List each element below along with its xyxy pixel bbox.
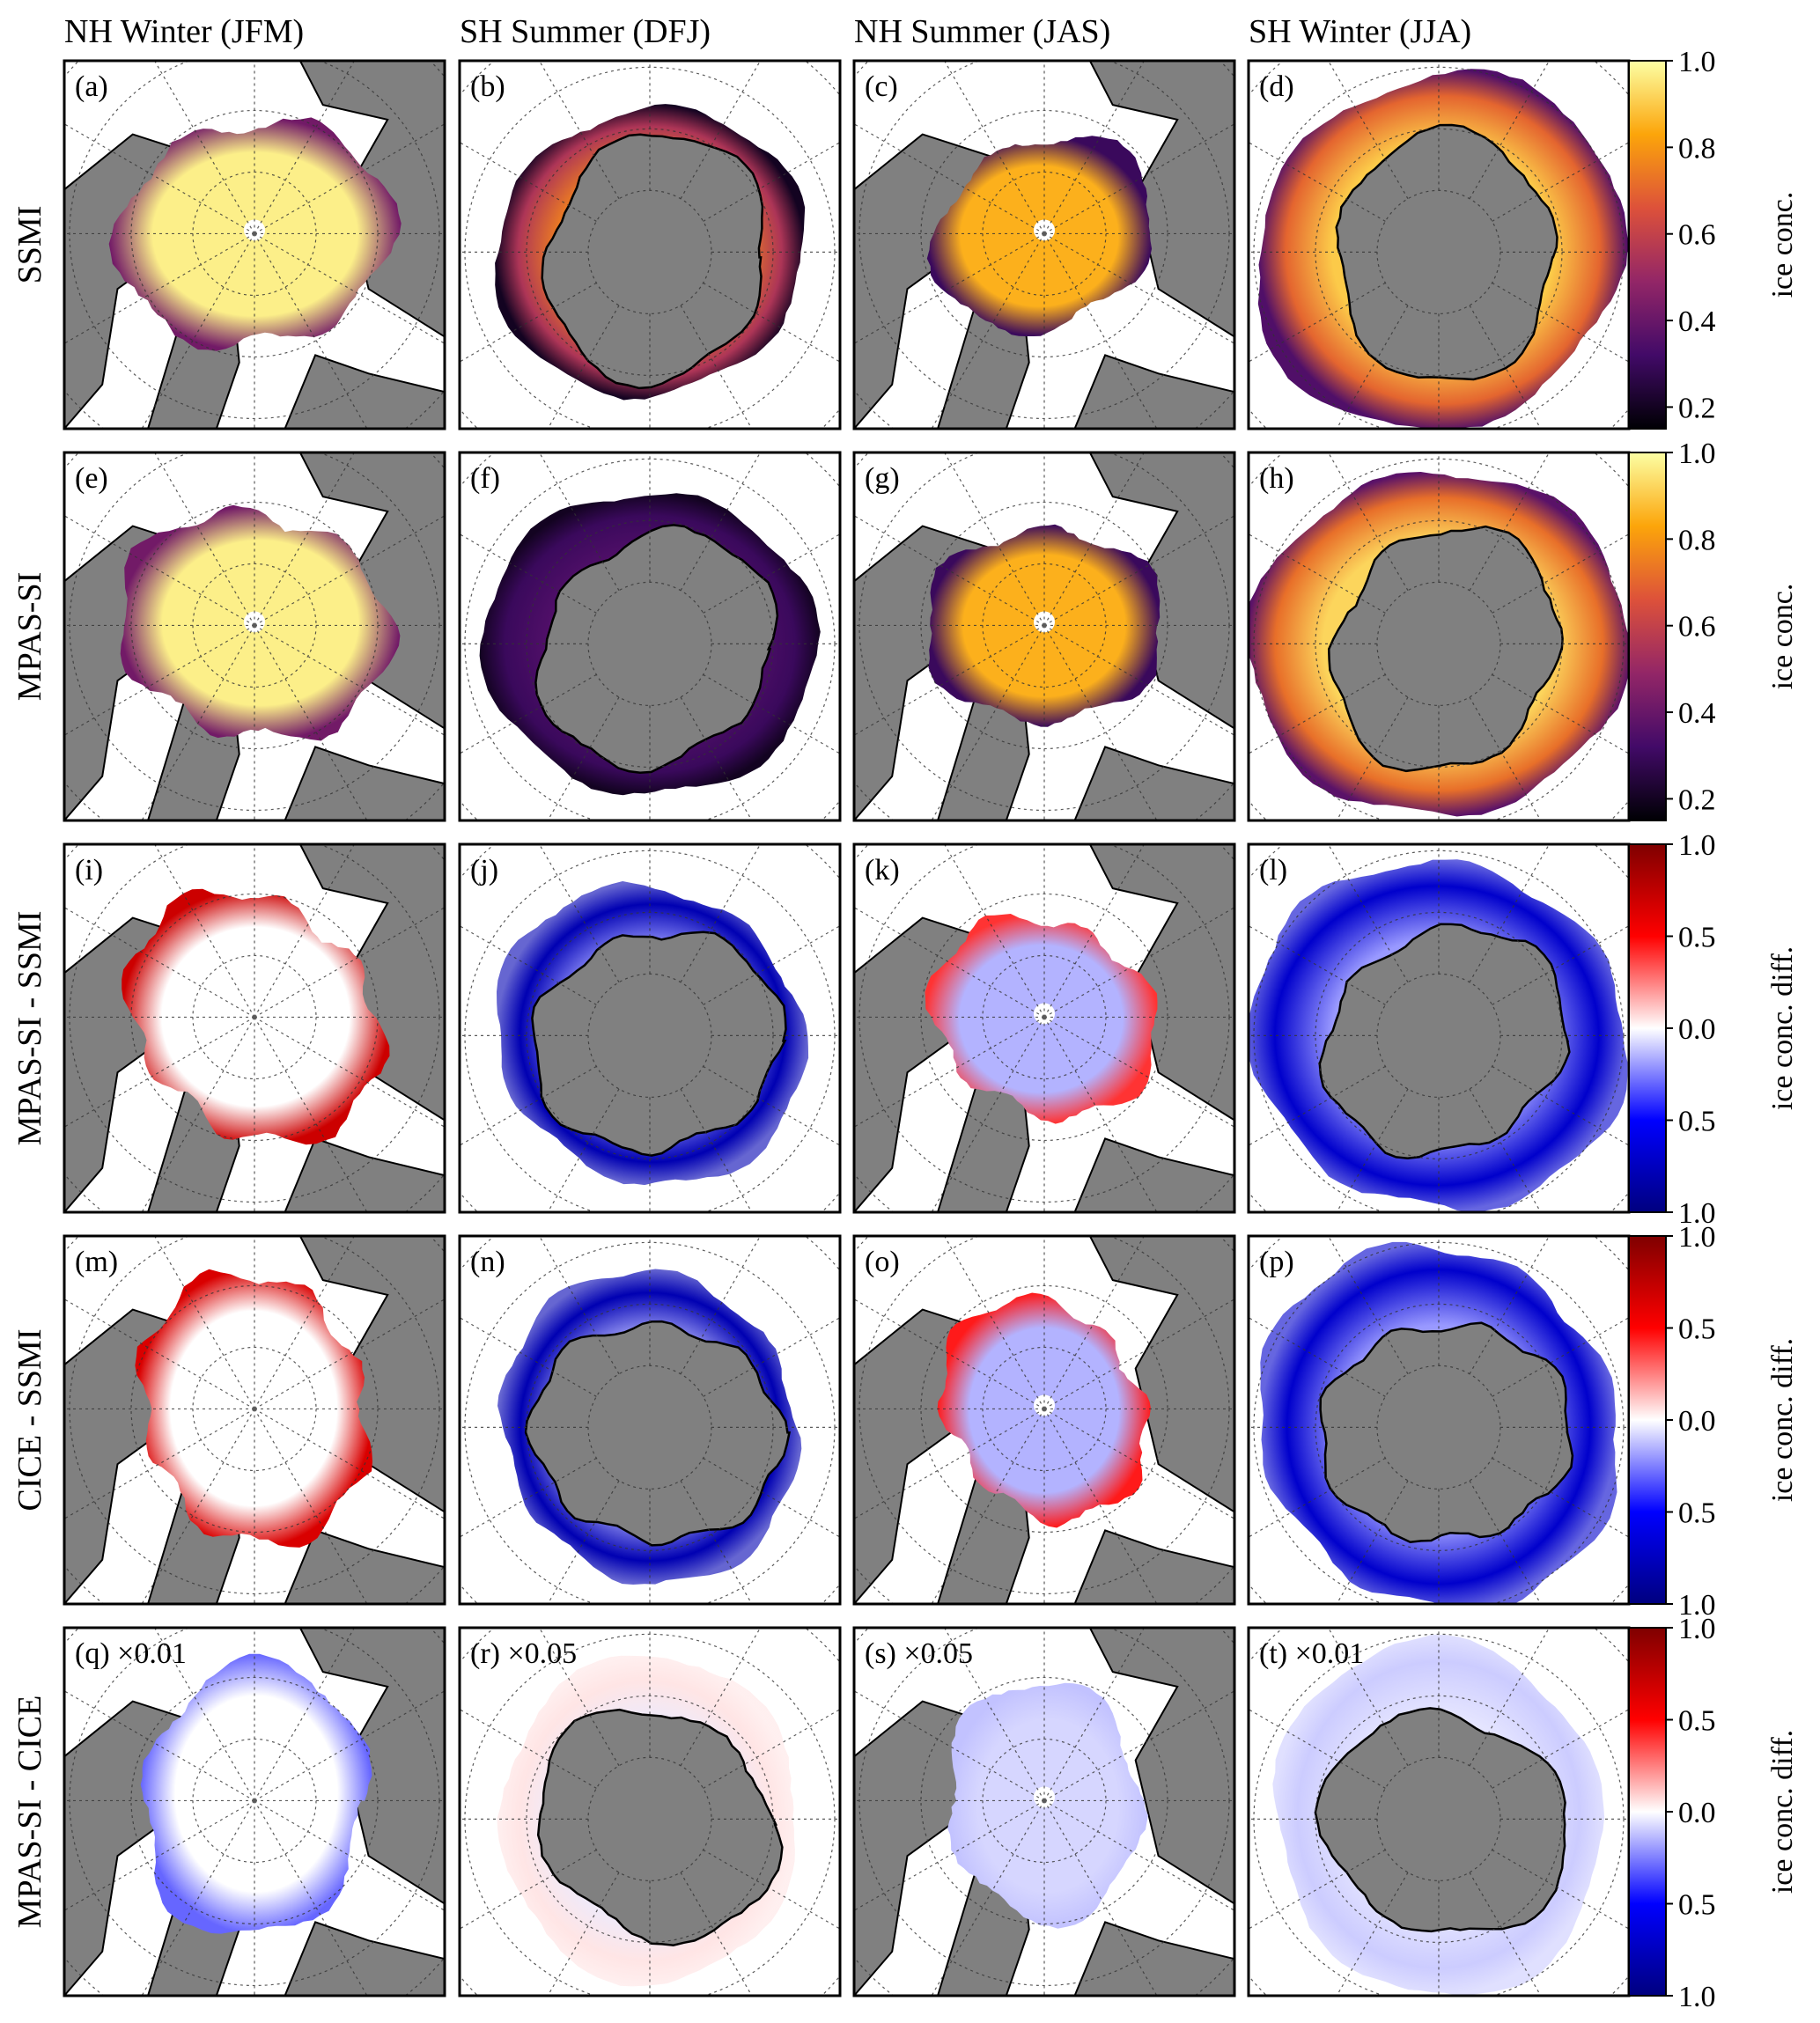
colorbar-tick-label: 0.8 [1678,132,1716,165]
row-label-5: MPAS-SI - CICE [11,1696,48,1929]
colorbar-tick-label: 0.8 [1678,524,1716,556]
map-panel: (t) ×0.01 [1247,1626,1631,1997]
colorbar-tick-label: 0.0 [1678,1797,1716,1829]
colorbar-tick-label: 0.0 [1678,1405,1716,1438]
panel-label: (c) [865,70,898,103]
map-panel: (h) [1247,451,1631,822]
column-titles: NH Winter (JFM) SH Summer (DFJ) NH Summer … [64,13,1471,50]
map-panel: (n) [458,1234,842,1606]
row-label-1: SSMI [11,206,48,284]
colorbar-label: ice conc. diff. [1766,946,1799,1110]
panel-label: (i) [75,854,103,886]
panel-label: (k) [865,854,900,886]
colorbar-label: ice conc. diff. [1766,1730,1799,1894]
map-panel: (p) [1247,1234,1631,1606]
colorbar: 1.0 0.5 0.0 0.5 1.0 ice conc. diff. [1628,829,1799,1230]
map-panel: (a) [63,59,446,430]
colorbars: 1.0 0.8 0.6 0.4 0.2 ice conc. 1.0 0.8 0.6 0.4 0.2 i… [1628,46,1799,2013]
column-title-3: NH Summer (JAS) [854,13,1110,50]
panel-label: (d) [1259,70,1294,103]
row-label-3: MPAS-SI - SSMI [11,911,48,1146]
colorbar-tick-label: 1.0 [1678,1613,1716,1645]
panel-label: (q) ×0.01 [75,1637,187,1670]
colorbar: 1.0 0.8 0.6 0.4 0.2 ice conc. [1628,438,1799,821]
map-panel: (d) [1247,59,1631,430]
panel-label: (l) [1259,854,1287,886]
colorbar-tick-label: 1.0 [1678,1981,1716,2013]
map-panel: (s) ×0.05 [852,1626,1236,1997]
map-panel: (q) ×0.01 [63,1626,446,1997]
colorbar: 1.0 0.5 0.0 0.5 1.0 ice conc. diff. [1628,1221,1799,1622]
map-panel: (c) [852,59,1236,430]
row-label-2: MPAS-SI [11,572,48,701]
map-panel: (j) [458,842,842,1214]
colorbar-tick-label: 0.5 [1678,1313,1716,1346]
map-panel: (k) [852,842,1236,1214]
panel-label: (p) [1259,1246,1294,1278]
colorbar-label: ice conc. [1766,584,1799,690]
colorbar-tick-label: 0.0 [1678,1013,1716,1046]
colorbar-tick-label: 0.5 [1678,1705,1716,1738]
map-panel: (i) [63,842,446,1214]
panel-label: (a) [75,70,108,103]
colorbar-tick-label: 0.5 [1678,1497,1716,1530]
colorbar-tick-label: 1.0 [1678,1221,1716,1254]
colorbar-tick-label: 0.4 [1678,305,1716,338]
colorbar-tick-label: 0.4 [1678,697,1716,730]
map-panel: (r) ×0.05 [458,1626,842,1997]
column-title-4: SH Winter (JJA) [1249,13,1471,50]
panel-label: (b) [470,70,505,103]
row-labels: SSMI MPAS-SI MPAS-SI - SSMI CICE - SSMI MPAS… [11,206,48,1929]
panel-label: (e) [75,462,108,495]
map-panel: (e) [63,451,446,822]
panel-label: (j) [470,854,498,886]
panel-label: (f) [470,462,500,495]
colorbar-tick-label: 0.6 [1678,219,1716,252]
colorbar-tick-label: 1.0 [1678,1197,1716,1230]
panel-label: (m) [75,1246,118,1278]
panel-label: (n) [470,1246,505,1278]
map-panel: (o) [852,1234,1236,1606]
column-title-1: NH Winter (JFM) [64,13,304,50]
panel-label: (t) ×0.01 [1259,1637,1364,1670]
colorbar-tick-label: 0.5 [1678,1889,1716,1922]
colorbar-tick-label: 1.0 [1678,46,1716,78]
panel-label: (s) ×0.05 [865,1637,973,1670]
map-panel: (g) [852,451,1236,822]
colorbar-tick-label: 0.5 [1678,922,1716,954]
map-panel: (f) [458,451,842,822]
colorbar-tick-label: 0.5 [1678,1106,1716,1138]
colorbar-label: ice conc. diff. [1766,1338,1799,1502]
map-panels: (a) (b) (c) (d) (e) (f) (g) (h) (i) (j) (k) (l) (m) (… [63,59,1631,1997]
map-panel: (b) [458,59,842,430]
panel-label: (r) ×0.05 [470,1637,577,1670]
colorbar-tick-label: 1.0 [1678,829,1716,862]
map-panel: (m) [63,1234,446,1606]
column-title-2: SH Summer (DFJ) [460,13,711,50]
panel-label: (o) [865,1246,900,1278]
colorbar-tick-label: 0.2 [1678,783,1716,816]
panel-label: (h) [1259,462,1294,495]
panel-label: (g) [865,462,900,495]
colorbar-tick-label: 0.2 [1678,392,1716,424]
colorbar-tick-label: 1.0 [1678,1589,1716,1622]
colorbar-tick-label: 0.6 [1678,611,1716,644]
colorbar-label: ice conc. [1766,192,1799,298]
map-panel: (l) [1247,842,1631,1214]
colorbar: 1.0 0.5 0.0 0.5 1.0 ice conc. diff. [1628,1613,1799,2013]
row-label-4: CICE - SSMI [11,1329,48,1512]
colorbar: 1.0 0.8 0.6 0.4 0.2 ice conc. [1628,46,1799,430]
colorbar-tick-label: 1.0 [1678,438,1716,470]
